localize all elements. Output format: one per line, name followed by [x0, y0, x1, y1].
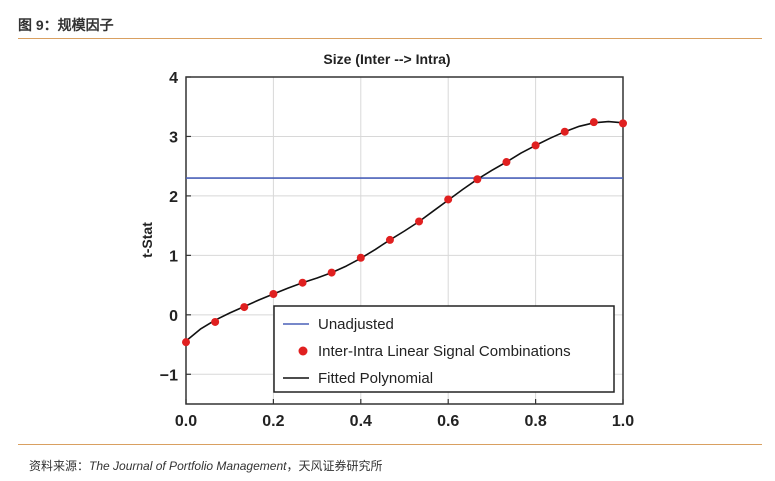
plot-frame	[185, 76, 624, 405]
signal-combination-point	[415, 217, 424, 226]
signal-combination-point	[240, 303, 249, 312]
figure-title: 图 9：规模因子	[18, 17, 114, 33]
series	[182, 118, 627, 347]
source-note: 资料来源：The Journal of Portfolio Management…	[29, 457, 382, 474]
grid	[186, 77, 623, 404]
signal-combination-point	[269, 290, 278, 299]
signal-combination-point	[327, 268, 336, 277]
y-tick-label: 0	[169, 308, 178, 325]
signal-combination-point	[444, 195, 453, 204]
signal-combination-point	[531, 141, 540, 150]
x-tick-label: 0.2	[262, 413, 284, 430]
fitted-polynomial-line	[185, 120, 624, 342]
signal-combination-point	[589, 118, 598, 127]
legend-swatch-signal-combinations	[298, 346, 308, 356]
y-tick-label: −1	[160, 367, 178, 384]
figure-header: 图 9：规模因子	[18, 8, 762, 39]
source-prefix: 资料来源：	[29, 459, 90, 473]
legend-label-unadjusted: Unadjusted	[318, 316, 394, 333]
legend-label-fitted-polynomial: Fitted Polynomial	[318, 370, 433, 387]
figure-footer: 资料来源：The Journal of Portfolio Management…	[18, 444, 762, 473]
signal-combination-point	[298, 278, 307, 287]
y-tick-label: 3	[169, 129, 178, 146]
source-journal: The Journal of Portfolio Management	[89, 459, 287, 473]
x-tick-label: 0.4	[350, 413, 372, 430]
signal-combination-point	[619, 119, 627, 128]
x-tick-label: 1.0	[612, 413, 634, 430]
y-tick-label: 1	[169, 248, 178, 265]
signal-combination-point	[356, 253, 365, 262]
y-tick-label: 2	[169, 189, 178, 206]
x-tick-label: 0.0	[175, 413, 197, 430]
signal-combination-point	[473, 175, 482, 184]
source-suffix: ，天风证券研究所	[286, 459, 383, 473]
axes: 0.0 0.2 0.4 0.6 0.8 1.0 −1 0 1 2 3 4	[160, 70, 634, 430]
signal-combination-point	[502, 158, 511, 167]
chart-title: Size (Inter --> Intra)	[323, 51, 450, 67]
x-tick-label: 0.6	[437, 413, 459, 430]
signal-combination-point	[211, 317, 220, 326]
signal-combination-point	[385, 235, 394, 244]
y-axis-title: t-Stat	[139, 222, 155, 258]
legend-box	[273, 305, 615, 393]
signal-combination-point	[182, 338, 190, 347]
y-tick-label: 4	[169, 70, 178, 87]
legend: Unadjusted Inter-Intra Linear Signal Com…	[273, 305, 615, 393]
x-tick-label: 0.8	[524, 413, 546, 430]
legend-label-signal-combinations: Inter-Intra Linear Signal Combinations	[318, 343, 571, 360]
signal-combination-point	[560, 127, 569, 136]
